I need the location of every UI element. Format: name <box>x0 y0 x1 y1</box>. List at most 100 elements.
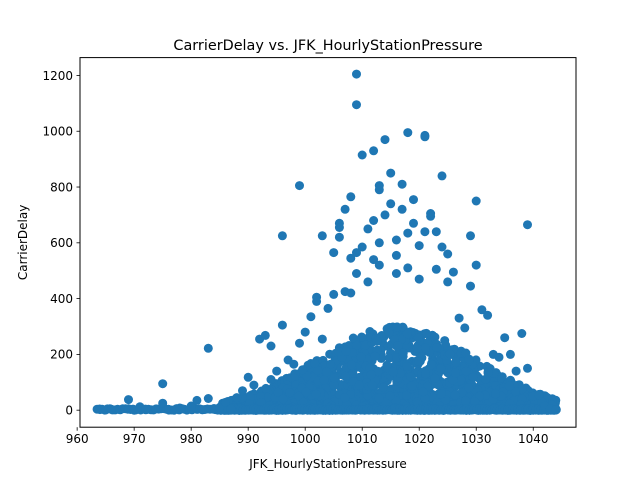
scatter-point <box>266 341 276 351</box>
scatter-point <box>384 353 394 363</box>
scatter-point <box>450 368 460 378</box>
scatter-point <box>317 334 327 344</box>
scatter-point <box>198 405 208 415</box>
scatter-point <box>420 132 430 142</box>
plot-frame <box>79 57 577 428</box>
y-axis-label: CarrierDelay <box>16 205 30 280</box>
scatter-point <box>406 372 416 382</box>
y-tick-label: 600 <box>50 236 73 250</box>
scatter-point <box>226 404 236 414</box>
scatter-point <box>369 255 379 265</box>
scatter-point <box>367 380 377 390</box>
scatter-point <box>374 393 384 403</box>
scatter-point <box>409 195 418 205</box>
scatter-point <box>421 328 431 338</box>
scatter-point <box>340 393 350 403</box>
scatter-point <box>300 327 310 337</box>
scatter-point <box>346 253 356 263</box>
scatter-point <box>407 381 417 391</box>
scatter-point <box>391 269 401 278</box>
scatter-point <box>464 383 474 393</box>
scatter-point <box>354 380 364 390</box>
scatter-point <box>372 336 382 346</box>
scatter-point <box>391 250 401 260</box>
scatter-point <box>385 391 395 401</box>
scatter-point <box>203 343 213 353</box>
scatter-point <box>260 330 270 340</box>
scatter-point <box>523 220 532 230</box>
scatter-point <box>374 260 384 270</box>
scatter-point <box>510 386 520 396</box>
scatter-point <box>431 264 441 274</box>
scatter-point <box>505 349 515 359</box>
scatter-point <box>448 375 458 385</box>
scatter-point <box>460 323 470 333</box>
scatter-point <box>374 181 384 191</box>
x-tick-label: 990 <box>237 432 260 446</box>
scatter-point <box>380 135 390 145</box>
scatter-point <box>421 369 430 379</box>
scatter-point <box>414 357 424 366</box>
scatter-point <box>363 277 373 287</box>
scatter-point <box>348 333 358 343</box>
scatter-point <box>329 248 339 258</box>
scatter-point <box>334 223 344 232</box>
scatter-point <box>477 305 487 315</box>
scatter-point <box>329 380 339 390</box>
scatter-point <box>420 227 430 237</box>
scatter-point <box>448 267 458 277</box>
scatter-point <box>500 333 510 343</box>
scatter-point <box>436 364 446 374</box>
scatter-point <box>414 241 424 251</box>
scatter-point <box>263 392 272 402</box>
scatter-point <box>413 333 423 343</box>
x-tick-label: 1010 <box>347 432 378 446</box>
scatter-point <box>373 366 383 376</box>
scatter-point <box>397 204 407 214</box>
scatter-point <box>468 372 478 382</box>
scatter-point <box>427 360 436 370</box>
scatter-point <box>203 394 213 403</box>
scatter-point <box>352 100 361 110</box>
scatter-point <box>457 388 467 398</box>
x-tick-label: 1030 <box>461 432 492 446</box>
scatter-point <box>334 232 344 242</box>
scatter-point <box>357 242 367 252</box>
scatter-point <box>363 224 373 234</box>
scatter-point <box>356 352 366 362</box>
scatter-point <box>278 394 288 404</box>
scatter-point <box>366 370 376 380</box>
scatter-point <box>346 192 356 202</box>
scatter-point <box>391 235 401 245</box>
scatter-point <box>414 274 424 284</box>
scatter-point <box>432 343 442 352</box>
scatter-point <box>461 396 471 406</box>
scatter-point <box>437 389 446 399</box>
scatter-point <box>351 340 361 350</box>
scatter-point <box>158 398 168 408</box>
scatter-point <box>340 371 350 381</box>
scatter-point <box>491 389 500 399</box>
scatter-point <box>511 366 521 376</box>
scatter-point <box>352 248 361 258</box>
scatter-point <box>456 375 466 385</box>
scatter-point <box>433 380 443 390</box>
y-tick-label: 0 <box>65 403 73 417</box>
x-tick-label: 1000 <box>290 432 321 446</box>
scatter-point <box>382 360 392 370</box>
scatter-point <box>238 386 247 396</box>
scatter-point <box>395 368 405 378</box>
x-tick-label: 1020 <box>404 432 435 446</box>
scatter-point <box>393 341 403 351</box>
scatter-point <box>249 380 259 390</box>
scatter-point <box>403 128 413 138</box>
scatter-point <box>294 391 304 401</box>
scatter-point <box>386 199 396 209</box>
x-tick-label: 1040 <box>518 432 549 446</box>
scatter-point <box>124 395 133 405</box>
scatter-point <box>384 328 394 338</box>
scatter-point <box>272 366 282 376</box>
scatter-point <box>346 360 356 370</box>
scatter-point <box>295 338 304 348</box>
